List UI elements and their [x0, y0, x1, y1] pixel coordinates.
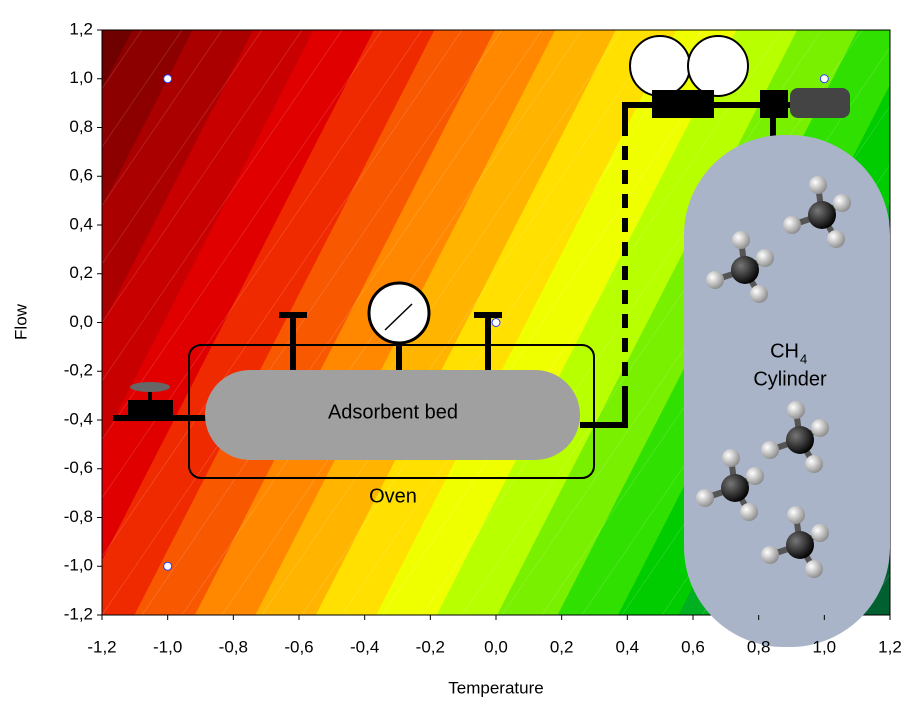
mesh-line — [102, 30, 383, 441]
mesh-line — [902, 30, 908, 615]
x-tick-label: 0,6 — [681, 637, 705, 656]
x-axis-title: Temperature — [448, 678, 543, 697]
mesh-line — [102, 30, 303, 324]
adsorbent-bed — [205, 370, 580, 460]
mesh-line — [341, 30, 743, 615]
valve-handle — [130, 382, 170, 392]
regulator-gauge — [629, 35, 691, 97]
mesh-line — [261, 30, 663, 615]
marks — [163, 74, 829, 571]
pipe — [580, 400, 628, 428]
oven — [188, 344, 595, 479]
mesh-line — [102, 30, 503, 615]
contour-band — [134, 30, 496, 615]
contour-band — [376, 30, 738, 615]
formula-subscript: 4 — [800, 351, 807, 366]
cylinder-valve — [760, 90, 788, 118]
valve — [128, 400, 173, 420]
y-axis-title: Flow — [11, 303, 30, 340]
gauge — [367, 281, 431, 345]
x-tick-label: 1,2 — [878, 637, 902, 656]
y-tick-label: 0,4 — [69, 214, 93, 233]
gas-cylinder — [684, 135, 890, 647]
x-tick-label: 1,0 — [813, 637, 837, 656]
y-tick-label: -0,4 — [64, 409, 93, 428]
formula-label: CH — [770, 340, 799, 362]
regulator-gauge — [687, 35, 749, 97]
y-tick-label: -0,8 — [64, 507, 93, 526]
mesh-line — [461, 30, 863, 615]
y-tick-label: -0,6 — [64, 458, 93, 477]
cylinder-handle — [790, 88, 850, 118]
regulator — [652, 90, 714, 118]
diagram: Adsorbent bed Oven CH 4 Cylinder — [113, 35, 890, 647]
design-point — [163, 561, 173, 571]
mesh-line — [102, 30, 423, 499]
oven-label: Oven — [369, 485, 417, 507]
y-tick-label: 0,8 — [69, 117, 93, 136]
y-tick-label: -1,0 — [64, 556, 93, 575]
y-tick-label: 1,0 — [69, 68, 93, 87]
y-tick-label: 0,6 — [69, 166, 93, 185]
x-tick-label: 0,8 — [747, 637, 771, 656]
design-point — [163, 74, 173, 84]
gauge-needle — [384, 303, 413, 331]
cylinder-label: Cylinder — [753, 368, 827, 390]
bed-label: Adsorbent bed — [328, 401, 458, 423]
x-tick-label: -0,6 — [284, 637, 313, 656]
contour-band — [102, 30, 436, 615]
mesh-line — [141, 30, 543, 615]
x-tick-label: -0,2 — [416, 637, 445, 656]
x-tick-label: -1,2 — [87, 637, 116, 656]
mesh-line — [102, 30, 223, 207]
contour-band — [255, 30, 617, 615]
design-point — [819, 74, 829, 84]
x-tick-label: -0,4 — [350, 637, 379, 656]
y-tick-label: 0,2 — [69, 263, 93, 282]
x-tick-label: 0,4 — [616, 637, 640, 656]
mesh-line — [301, 30, 703, 615]
y-tick-label: -0,2 — [64, 361, 93, 380]
design-point — [491, 318, 501, 327]
y-tick-label: 1,2 — [69, 19, 93, 38]
y-tick-label: -1,2 — [64, 604, 93, 623]
mesh-line — [102, 30, 343, 382]
y-tick-label: 0,0 — [69, 312, 93, 331]
mesh-line — [102, 30, 263, 265]
x-tick-label: -0,8 — [219, 637, 248, 656]
pipe — [622, 102, 790, 130]
x-tick-label: 0,2 — [550, 637, 574, 656]
mesh-line — [102, 30, 183, 148]
x-tick-label: 0,0 — [484, 637, 508, 656]
x-tick-label: -1,0 — [153, 637, 182, 656]
mesh-line — [102, 30, 463, 558]
mesh-line — [381, 30, 783, 615]
